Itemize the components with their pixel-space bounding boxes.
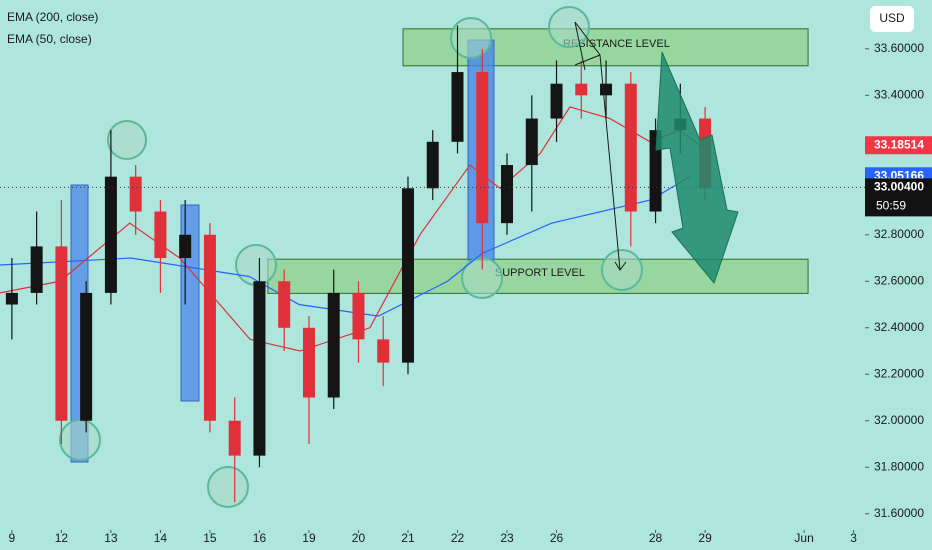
candle-body: [129, 176, 142, 212]
marker-circle: [548, 6, 590, 48]
x-tick-label: 16: [253, 531, 267, 545]
legend-entry: EMA (200, close): [7, 10, 98, 24]
candle-body: [253, 281, 266, 456]
candle-body: [352, 292, 365, 340]
price-tag-label: 33.00400: [874, 180, 924, 194]
candle-body: [575, 83, 588, 96]
x-tick-label: 9: [9, 531, 16, 545]
annotation-line: [574, 54, 601, 66]
plot: [0, 25, 865, 503]
annotation-arrowhead: [614, 261, 627, 271]
y-tick-label: 31.60000: [874, 506, 924, 520]
candle-body: [228, 420, 241, 456]
candle-body: [154, 211, 167, 259]
candle-body: [278, 281, 291, 328]
candle-body: [203, 234, 216, 421]
x-tick-label: 22: [451, 531, 465, 545]
y-tick-label: 32.40000: [874, 320, 924, 334]
marker-circle: [235, 244, 277, 286]
candle-body: [550, 83, 563, 119]
time-axis: [0, 530, 865, 550]
candle-body: [525, 118, 538, 166]
marker-circle: [450, 17, 492, 59]
markers: [59, 6, 643, 508]
price-tag-label: 33.18514: [874, 137, 924, 151]
x-tick-label: 21: [401, 531, 415, 545]
trend-arrow: [655, 51, 739, 285]
x-tick-label: Jun: [794, 531, 813, 545]
axes: 31.60000 31.80000 32.00000 32.20000 32.40000…: [9, 41, 932, 545]
candle-body: [377, 339, 390, 363]
candle-body: [55, 246, 68, 421]
x-tick-label: 3: [850, 531, 857, 545]
x-tick-label: 13: [104, 531, 118, 545]
candle-body: [476, 72, 489, 224]
marker-circle: [59, 419, 101, 461]
candle-body: [5, 292, 18, 305]
countdown: 50:59: [876, 199, 906, 213]
candle-body: [302, 327, 315, 398]
currency-label: USD: [879, 11, 905, 25]
currency-button[interactable]: [870, 6, 914, 32]
x-tick-label: 26: [550, 531, 564, 545]
candle-body: [327, 292, 340, 398]
price-tag: [865, 136, 932, 155]
y-tick-label: 31.80000: [874, 459, 924, 473]
x-tick-label: 12: [55, 531, 69, 545]
marker-circle: [601, 249, 643, 291]
x-tick-label: 23: [500, 531, 514, 545]
y-tick-label: 32.80000: [874, 227, 924, 241]
zone-label: SUPPORT LEVEL: [495, 267, 585, 279]
marker-circle: [107, 120, 147, 160]
y-tick-label: 32.20000: [874, 366, 924, 380]
y-tick-label: 32.00000: [874, 413, 924, 427]
candle-body: [179, 234, 192, 259]
price-axis: [865, 0, 932, 550]
x-tick-label: 20: [352, 531, 366, 545]
price-tag: [865, 178, 932, 217]
candle-body: [624, 83, 637, 212]
y-tick-label: 32.60000: [874, 273, 924, 287]
x-tick-label: 19: [302, 531, 316, 545]
candle-body: [501, 165, 514, 224]
candle-body: [104, 176, 117, 293]
x-tick-label: 15: [203, 531, 217, 545]
candle-body: [649, 130, 662, 212]
candle-body: [30, 246, 43, 293]
candle-body: [80, 292, 93, 421]
legend-entry: EMA (50, close): [7, 32, 92, 46]
x-tick-label: 29: [698, 531, 712, 545]
y-tick-label: 33.40000: [874, 87, 924, 101]
candle-body: [401, 188, 414, 363]
annotation-lines: [574, 21, 627, 271]
x-tick-label: 28: [649, 531, 663, 545]
x-tick-label: 14: [154, 531, 168, 545]
candle-body: [451, 72, 464, 142]
y-tick-label: 33.60000: [874, 41, 924, 55]
candle-body: [600, 83, 613, 96]
marker-circle: [207, 466, 249, 508]
candle-body: [426, 141, 439, 189]
highlight-box: [180, 204, 200, 402]
